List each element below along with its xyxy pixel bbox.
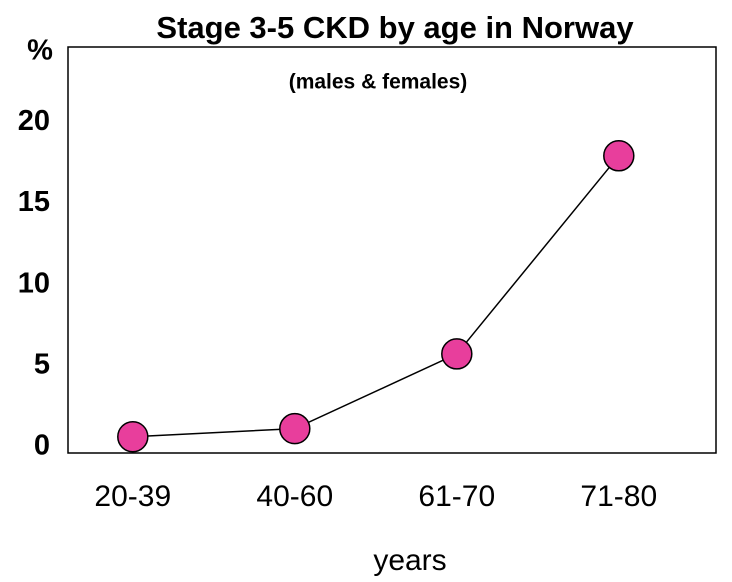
chart-title: Stage 3-5 CKD by age in Norway xyxy=(156,10,634,45)
line xyxy=(132,155,620,438)
x-tick-label: 61-70 xyxy=(418,480,495,513)
x-tick-label: 71-80 xyxy=(580,480,657,513)
marker xyxy=(117,421,149,453)
y-tick-label: 5 xyxy=(34,348,50,380)
marker xyxy=(279,412,311,445)
x-axis-label: years xyxy=(373,544,446,577)
chart-subtitle: (males & females) xyxy=(289,71,468,94)
y-tick-label: 15 xyxy=(18,186,50,218)
y-tick-label: 20 xyxy=(18,105,50,137)
y-tick-label: 10 xyxy=(18,267,50,299)
plot-frame xyxy=(67,46,717,454)
marker xyxy=(441,338,473,370)
y-axis-label: % xyxy=(27,35,53,67)
y-tick-label: 0 xyxy=(34,430,50,462)
x-tick-label: 40-60 xyxy=(256,480,333,513)
marker xyxy=(603,140,635,172)
x-tick-label: 20-39 xyxy=(94,480,171,513)
